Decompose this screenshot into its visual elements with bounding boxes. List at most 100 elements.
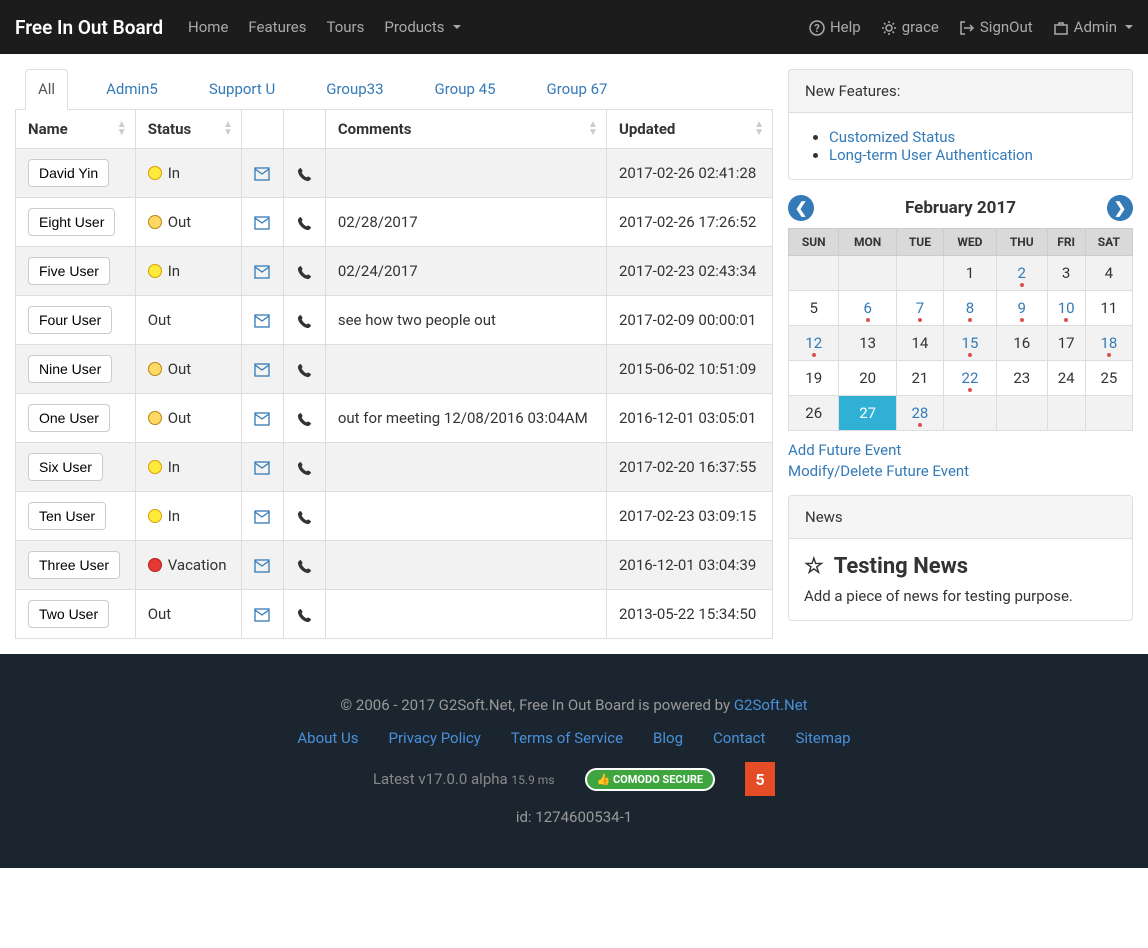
user-button[interactable]: Five User [28,257,110,285]
mail-icon[interactable] [241,149,283,198]
cal-day [943,396,996,431]
tab-admin5[interactable]: Admin5 [93,69,171,109]
cal-day[interactable]: 22 [943,361,996,396]
cal-day[interactable]: 2 [996,256,1047,291]
nav-home[interactable]: Home [188,18,228,36]
user-button[interactable]: Six User [28,453,103,481]
nav-admin[interactable]: Admin [1053,18,1133,36]
footer-link[interactable]: Sitemap [795,729,850,747]
mail-icon[interactable] [241,443,283,492]
footer-copylink[interactable]: G2Soft.Net [734,696,808,714]
cal-day[interactable]: 28 [896,396,943,431]
user-button[interactable]: Two User [28,600,109,628]
cal-day[interactable]: 6 [839,291,897,326]
col-Name[interactable]: Name▲▼ [16,110,136,149]
cal-prev-button[interactable]: ❮ [788,195,814,221]
phone-icon[interactable] [283,247,325,296]
mail-icon[interactable] [241,345,283,394]
mail-icon[interactable] [241,394,283,443]
nav-grace[interactable]: grace [881,18,939,36]
phone-icon[interactable] [283,296,325,345]
phone-icon[interactable] [283,394,325,443]
col-Updated[interactable]: Updated▲▼ [606,110,772,149]
table-row: Four UserOutsee how two people out2017-0… [16,296,773,345]
star-icon: ☆ [804,554,824,579]
footer-link[interactable]: Contact [713,729,765,747]
users-table: Name▲▼Status▲▼ Comments▲▼Updated▲▼ David … [15,109,773,639]
cal-day [789,256,839,291]
mail-icon[interactable] [241,590,283,639]
status-text: Out [148,311,172,329]
cal-day: 23 [996,361,1047,396]
cal-header: MON [839,229,897,256]
cal-day[interactable]: 10 [1047,291,1085,326]
cal-day[interactable]: 15 [943,326,996,361]
user-button[interactable]: One User [28,404,110,432]
updated-cell: 2016-12-01 03:05:01 [606,394,772,443]
status-icon [148,215,162,229]
brand[interactable]: Free In Out Board [15,16,163,39]
col-Comments[interactable]: Comments▲▼ [325,110,606,149]
cal-day [1047,396,1085,431]
nav-tours[interactable]: Tours [326,18,364,36]
cal-header: FRI [1047,229,1085,256]
user-button[interactable]: Nine User [28,355,112,383]
user-button[interactable]: Eight User [28,208,115,236]
phone-icon[interactable] [283,198,325,247]
phone-icon[interactable] [283,492,325,541]
cal-day: 27 [839,396,897,431]
mail-icon[interactable] [241,198,283,247]
footer-link[interactable]: Blog [653,729,683,747]
cal-next-button[interactable]: ❯ [1107,195,1133,221]
user-button[interactable]: Ten User [28,502,106,530]
mail-icon[interactable] [241,541,283,590]
cal-day[interactable]: 18 [1085,326,1132,361]
phone-icon[interactable] [283,590,325,639]
footer-id: id: 1274600534-1 [0,808,1148,826]
footer-link[interactable]: Privacy Policy [389,729,481,747]
cal-action-link[interactable]: Add Future Event [788,441,1133,459]
updated-cell: 2015-06-02 10:51:09 [606,345,772,394]
cal-action-link[interactable]: Modify/Delete Future Event [788,462,1133,480]
tab-group-45[interactable]: Group 45 [422,69,509,109]
cal-day[interactable]: 8 [943,291,996,326]
cal-day[interactable]: 7 [896,291,943,326]
news-item-body: Add a piece of news for testing purpose. [804,587,1117,605]
gear-icon [881,18,897,36]
nav-features[interactable]: Features [248,18,306,36]
col-icon3[interactable] [283,110,325,149]
footer-version: Latest v17.0.0 alpha [373,770,508,788]
nav-help[interactable]: ? Help [809,18,861,36]
nav-signout[interactable]: SignOut [959,18,1033,36]
nav-products[interactable]: Products [384,18,460,36]
phone-icon[interactable] [283,541,325,590]
cal-day: 26 [789,396,839,431]
tab-group33[interactable]: Group33 [313,69,396,109]
mail-icon[interactable] [241,247,283,296]
tab-group-67[interactable]: Group 67 [534,69,621,109]
user-button[interactable]: David Yin [28,159,109,187]
feature-link[interactable]: Customized Status [829,128,955,146]
mail-icon[interactable] [241,296,283,345]
footer-link[interactable]: About Us [297,729,358,747]
tab-support-u[interactable]: Support U [196,69,288,109]
footer: © 2006 - 2017 G2Soft.Net, Free In Out Bo… [0,654,1148,868]
cal-day[interactable]: 12 [789,326,839,361]
tab-all[interactable]: All [25,69,68,110]
phone-icon[interactable] [283,443,325,492]
footer-link[interactable]: Terms of Service [511,729,623,747]
status-text: Out [148,605,172,623]
cal-day[interactable]: 9 [996,291,1047,326]
phone-icon[interactable] [283,345,325,394]
phone-icon[interactable] [283,149,325,198]
feature-link[interactable]: Long-term User Authentication [829,146,1033,164]
cal-day: 25 [1085,361,1132,396]
col-icon2[interactable] [241,110,283,149]
user-button[interactable]: Three User [28,551,120,579]
mail-icon[interactable] [241,492,283,541]
footer-ms: 15.9 ms [511,773,554,787]
user-button[interactable]: Four User [28,306,112,334]
cal-header: SAT [1085,229,1132,256]
cal-header: TUE [896,229,943,256]
col-Status[interactable]: Status▲▼ [135,110,241,149]
